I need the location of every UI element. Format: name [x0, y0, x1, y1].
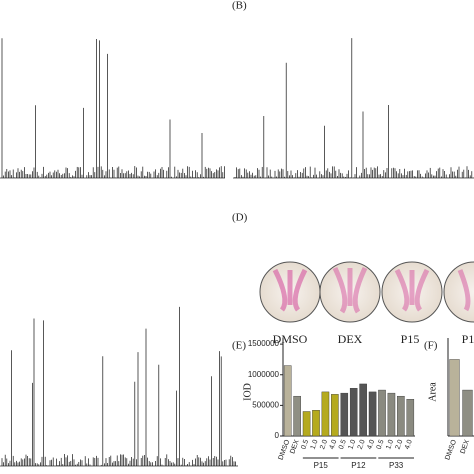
x-tick-label: 1.0: [310, 439, 320, 451]
x-tick-label: 2.0: [357, 439, 367, 451]
panel-label: (F): [424, 340, 438, 352]
y-axis-label: Area: [427, 382, 438, 402]
x-tick-label: DMSO: [444, 438, 458, 461]
bar: [378, 389, 386, 437]
bar: [331, 394, 339, 437]
x-tick-label: 0.5: [300, 439, 310, 451]
y-tick-label: 1500000: [248, 339, 280, 348]
x-tick-label: 4.0: [329, 439, 339, 451]
panel-label: (E): [232, 340, 246, 352]
x-tick-label: 4.0: [366, 439, 376, 451]
bar: [462, 389, 473, 437]
plate-label: DEX: [338, 332, 363, 346]
group-label: P12: [351, 461, 366, 470]
x-tick-label: 1.0: [347, 439, 357, 451]
x-tick-label: 2.0: [395, 439, 405, 451]
x-tick-label: 2.0: [319, 439, 329, 451]
bar: [340, 392, 349, 437]
x-tick-label: DEX: [460, 439, 472, 455]
bar: [359, 383, 367, 437]
plate-label: P15: [401, 332, 420, 346]
bar: [312, 410, 320, 437]
y-tick-label: 500000: [252, 400, 279, 409]
bar: [302, 411, 311, 437]
bar: [406, 399, 415, 437]
x-tick-label: 1.0: [385, 439, 395, 451]
bar: [397, 395, 405, 437]
plate-label: DMSO: [273, 332, 308, 346]
bar: [368, 391, 377, 437]
bar: [293, 395, 301, 437]
x-tick-label: 0.5: [376, 439, 386, 451]
spectra: [0, 38, 474, 467]
bar: [283, 365, 292, 437]
bar: [349, 388, 358, 437]
bar: [387, 392, 396, 437]
y-tick-label: 0: [275, 431, 280, 440]
group-label: P33: [389, 461, 404, 470]
y-axis-label: IOD: [242, 383, 253, 401]
bar: [449, 359, 460, 437]
bar: [321, 391, 330, 437]
x-tick-label: DEX: [289, 439, 301, 455]
plate-label: P1: [462, 332, 474, 346]
panel-label: (B): [232, 0, 247, 12]
x-tick-label: 4.0: [404, 439, 414, 451]
y-tick-label: 1000000: [248, 370, 280, 379]
plates: [259, 261, 474, 323]
x-tick-label: 0.5: [338, 439, 348, 451]
panel-label: (D): [232, 212, 248, 224]
group-label: P15: [314, 461, 329, 470]
